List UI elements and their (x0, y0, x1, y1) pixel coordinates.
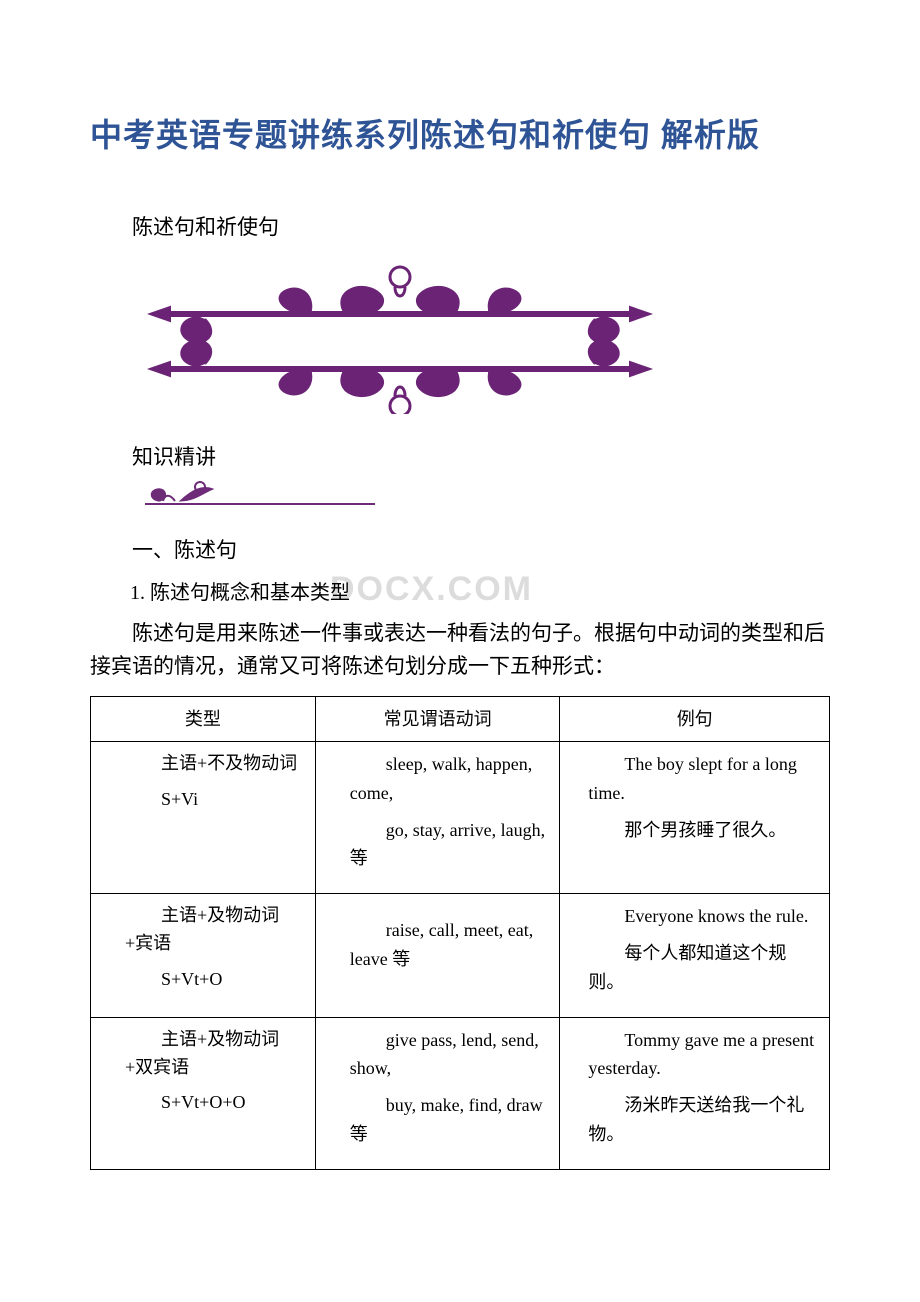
cell-example: The boy slept for a long time. 那个男孩睡了很久。 (560, 742, 830, 894)
subtitle: 陈述句和祈使句 (90, 211, 830, 241)
cell-example: Tommy gave me a present yesterday. 汤米昨天送… (560, 1017, 830, 1169)
table-header-example: 例句 (560, 697, 830, 742)
heading-subsection-1-1: 1. 陈述句概念和基本类型 (130, 582, 350, 604)
cell-type: 主语+及物动词+双宾语 S+Vt+O+O (91, 1017, 316, 1169)
table-header-row: 类型 常见谓语动词 例句 (91, 697, 830, 742)
table-header-verbs: 常见谓语动词 (315, 697, 560, 742)
flourish-divider (145, 479, 375, 509)
ornament-frame (145, 259, 655, 414)
table-row: 主语+不及物动词 S+Vi sleep, walk, happen, come,… (91, 742, 830, 894)
intro-paragraph: 陈述句是用来陈述一件事或表达一种看法的句子。根据句中动词的类型和后接宾语的情况，… (90, 617, 830, 682)
table-header-type: 类型 (91, 697, 316, 742)
cell-verbs: sleep, walk, happen, come, go, stay, arr… (315, 742, 560, 894)
table-row: 主语+及物动词+宾语 S+Vt+O raise, call, meet, eat… (91, 894, 830, 1017)
heading-section-1: 一、陈述句 (90, 534, 830, 564)
grammar-table: 类型 常见谓语动词 例句 主语+不及物动词 S+Vi sleep, walk, … (90, 696, 830, 1170)
section-label: 知识精讲 (90, 441, 830, 471)
cell-type: 主语+及物动词+宾语 S+Vt+O (91, 894, 316, 1017)
table-row: 主语+及物动词+双宾语 S+Vt+O+O give pass, lend, se… (91, 1017, 830, 1169)
cell-verbs: raise, call, meet, eat, leave 等 (315, 894, 560, 1017)
cell-type: 主语+不及物动词 S+Vi (91, 742, 316, 894)
cell-example: Everyone knows the rule. 每个人都知道这个规则。 (560, 894, 830, 1017)
document-title: 中考英语专题讲练系列陈述句和祈使句 解析版 (90, 110, 830, 156)
cell-verbs: give pass, lend, send, show, buy, make, … (315, 1017, 560, 1169)
